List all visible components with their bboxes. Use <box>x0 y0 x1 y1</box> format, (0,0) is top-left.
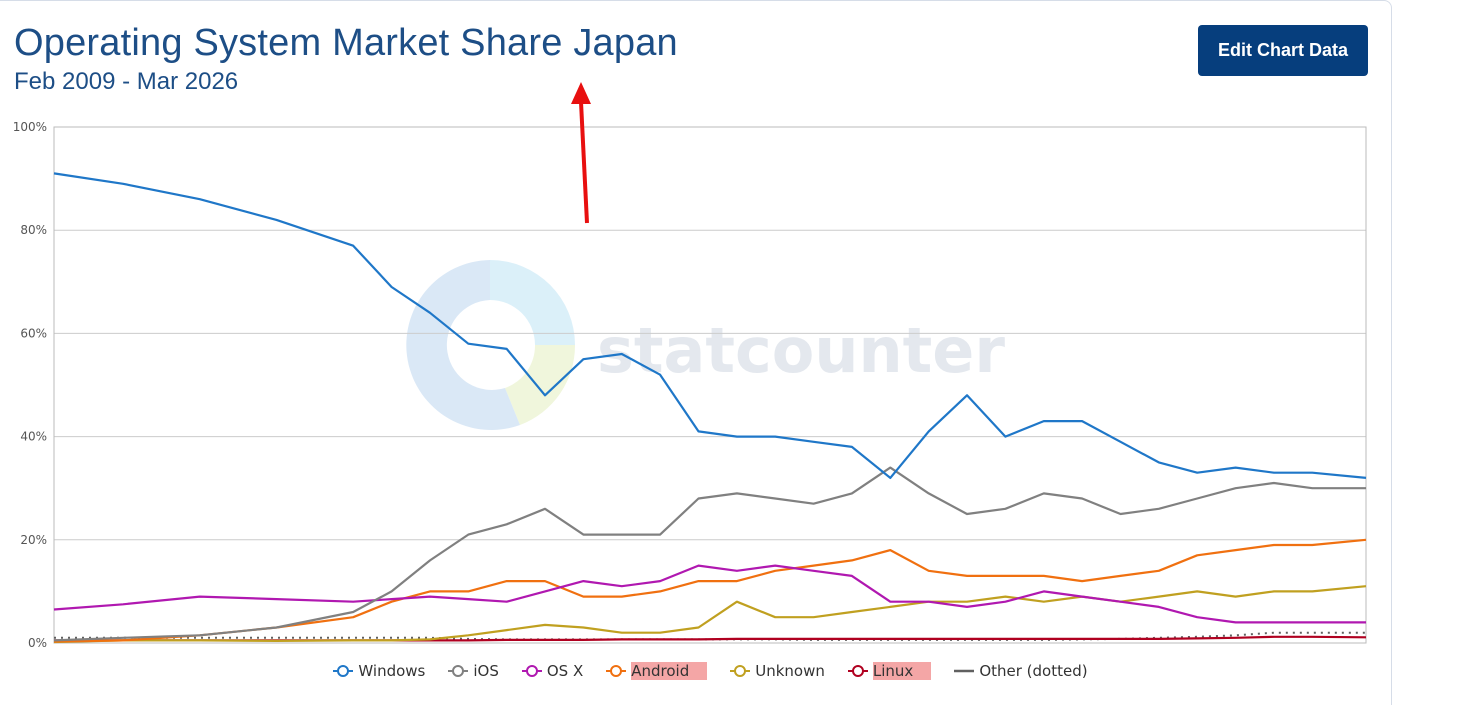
legend-item-unknown[interactable]: Unknown <box>729 662 825 680</box>
y-tick-label: 60% <box>20 326 47 340</box>
series-line-android <box>53 538 1367 643</box>
legend-item-linux[interactable]: Linux <box>847 662 932 680</box>
legend-marker-icon <box>606 665 627 677</box>
y-tick-label: 80% <box>20 223 47 237</box>
legend-item-ios[interactable]: iOS <box>447 662 499 680</box>
chart-grid <box>53 126 1367 644</box>
page-title: Operating System Market Share Japan <box>14 22 678 64</box>
annotation-arrow <box>571 82 591 224</box>
legend-marker-icon <box>954 669 975 673</box>
legend-label: Other (dotted) <box>979 662 1088 680</box>
date-range-subtitle: Feb 2009 - Mar 2026 <box>14 68 239 95</box>
edit-chart-data-button[interactable]: Edit Chart Data <box>1198 25 1368 76</box>
legend-item-android[interactable]: Android <box>605 662 708 680</box>
series-line-unknown <box>53 585 1367 644</box>
legend-label: Android <box>631 662 708 680</box>
legend-label: iOS <box>473 662 499 680</box>
legend-marker-icon <box>448 665 469 677</box>
plot-border <box>53 126 1367 644</box>
legend-item-other-dotted[interactable]: Other (dotted) <box>953 662 1088 680</box>
legend-label: Windows <box>358 662 426 680</box>
legend-marker-icon <box>847 665 868 677</box>
y-tick-label: 40% <box>20 430 47 444</box>
watermark-text: statcounter <box>597 314 1005 387</box>
legend-item-os-x[interactable]: OS X <box>521 662 583 680</box>
statcounter-watermark: statcounter <box>406 260 1005 430</box>
series-layer <box>53 172 1367 644</box>
legend-item-windows[interactable]: Windows <box>332 662 425 680</box>
chart-legend: Windows iOS OS X Android Unknown Linux Other (… <box>0 662 1420 680</box>
legend-label: Unknown <box>755 662 825 680</box>
legend-label: Linux <box>872 662 932 680</box>
legend-label: OS X <box>546 662 584 680</box>
y-tick-label: 0% <box>28 636 47 650</box>
y-tick-label: 100% <box>13 120 47 134</box>
legend-marker-icon <box>521 665 542 677</box>
y-tick-label: 20% <box>20 533 47 547</box>
series-line-os-x <box>53 564 1366 624</box>
series-line-windows <box>53 172 1367 479</box>
chart-area: statcounter 0% 20% 40% 60% 80% 100% <box>13 82 1367 650</box>
series-line-ios <box>53 466 1366 642</box>
legend-marker-icon <box>730 665 751 677</box>
legend-marker-icon <box>333 665 354 677</box>
y-axis-labels: 0% 20% 40% 60% 80% 100% <box>13 120 47 650</box>
chart-card <box>0 0 1392 705</box>
